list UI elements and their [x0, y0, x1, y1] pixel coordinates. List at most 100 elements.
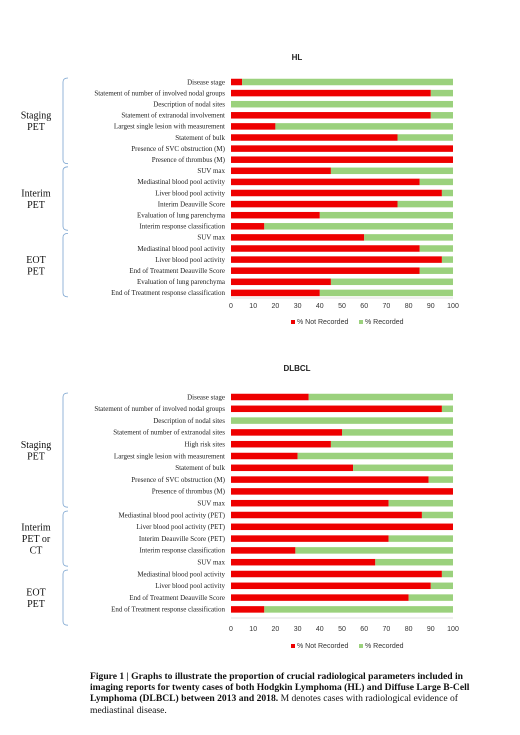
legend-label-recorded: % Recorded [365, 643, 404, 650]
category-label: Statement of extranodal involvement [121, 112, 225, 120]
bar-not-recorded [231, 123, 276, 130]
category-label: Presence of thrombus (M) [152, 488, 226, 496]
category-label: Presence of thrombus (M) [152, 156, 226, 164]
bar-not-recorded [231, 606, 265, 613]
x-tick-label: 40 [316, 303, 324, 310]
bar-not-recorded [231, 476, 429, 483]
group-label: CT [30, 546, 43, 557]
category-label: Statement of number of extranodal sites [113, 429, 225, 437]
group-label: PET [27, 200, 45, 211]
bar-recorded [242, 78, 453, 86]
x-tick-label: 90 [427, 303, 435, 310]
category-label: Mediastinal blood pool activity [137, 570, 225, 578]
bar-not-recorded [231, 189, 442, 197]
bar-recorded [319, 211, 453, 219]
bar-recorded [441, 256, 453, 263]
bar-recorded [419, 178, 453, 186]
bar-not-recorded [231, 156, 453, 163]
legend-swatch-recorded [359, 320, 363, 324]
bar-recorded [441, 189, 453, 197]
x-tick-label: 60 [360, 626, 368, 633]
category-label: Interim Deauville Score (PET) [139, 535, 226, 543]
category-label: Mediastinal blood pool activity [137, 178, 225, 186]
bar-not-recorded [231, 464, 354, 472]
bar-recorded [408, 594, 453, 601]
legend-label-not-recorded: % Not Recorded [297, 319, 348, 326]
category-label: Liver blood pool activity [155, 189, 225, 197]
bar-not-recorded [231, 289, 320, 297]
bar-not-recorded [231, 488, 453, 495]
bar-not-recorded [231, 582, 431, 590]
bar-recorded [421, 511, 453, 519]
group-label: Staging [21, 440, 52, 451]
bar-recorded [430, 582, 453, 590]
group-bracket [62, 233, 69, 298]
bar-not-recorded [231, 178, 420, 186]
x-tick-label: 40 [316, 626, 324, 633]
x-tick-label: 50 [338, 626, 346, 633]
category-label: SUV max [197, 500, 225, 508]
category-label: End of Treatment response classification [111, 289, 225, 297]
x-tick-label: 0 [229, 303, 233, 310]
category-label: High risk sites [185, 441, 226, 449]
bar-recorded [342, 429, 453, 436]
x-tick-label: 100 [447, 303, 459, 310]
category-label: Liver blood pool activity [155, 256, 225, 264]
bar-not-recorded [231, 78, 243, 86]
category-label: SUV max [197, 234, 225, 242]
x-tick-label: 70 [383, 626, 391, 633]
bar-recorded [231, 417, 453, 424]
bar-recorded [388, 499, 453, 507]
bar-not-recorded [231, 535, 389, 542]
bar-not-recorded [231, 223, 265, 230]
chart-dlbcl: DLBCL Disease stage Statement of number of… [21, 364, 459, 650]
x-tick-label: 0 [229, 626, 233, 633]
category-label: Interim Deauville Score [158, 200, 225, 208]
x-tick-label: 50 [338, 303, 346, 310]
group-label: PET [27, 599, 45, 610]
bar-recorded [264, 223, 453, 230]
legend-label-not-recorded: % Not Recorded [297, 643, 348, 650]
category-label: Interim response classification [139, 223, 225, 231]
bar-recorded [275, 123, 453, 130]
bar-recorded [441, 570, 453, 578]
bar-recorded [330, 440, 453, 448]
x-tick-label: 80 [405, 303, 413, 310]
x-tick-label: 30 [294, 303, 302, 310]
category-label: Liver blood pool activity (PET) [136, 523, 225, 531]
category-label: Mediastinal blood pool activity (PET) [118, 511, 225, 519]
x-tick-label: 80 [405, 626, 413, 633]
group-label: EOT [26, 255, 45, 266]
category-label: End of Treatment Deauville Score [129, 594, 225, 602]
legend-swatch-recorded [359, 644, 363, 648]
group-bracket [62, 166, 69, 231]
bar-recorded [297, 452, 453, 460]
bar-not-recorded [231, 452, 298, 460]
bar-recorded [441, 405, 453, 413]
x-tick-label: 70 [383, 303, 391, 310]
group-label: PET or [22, 534, 51, 545]
group-bracket [62, 569, 69, 626]
x-tick-label: 90 [427, 626, 435, 633]
category-label: SUV max [197, 559, 225, 567]
bar-not-recorded [231, 211, 320, 219]
x-tick-label: 30 [294, 626, 302, 633]
bar-recorded [330, 167, 453, 175]
bar-recorded [388, 535, 453, 542]
group-label: Staging [21, 111, 52, 122]
bar-not-recorded [231, 256, 442, 263]
legend-swatch-not-recorded [291, 320, 295, 324]
bar-not-recorded [231, 393, 309, 401]
bar-recorded [397, 134, 453, 141]
category-label: Largest single lesion with measurement [114, 452, 225, 460]
category-label: Statement of number of involved nodal gr… [94, 89, 225, 97]
category-label: Largest single lesion with measurement [114, 123, 225, 131]
bar-recorded [430, 112, 453, 119]
group-label: PET [27, 122, 45, 133]
bar-not-recorded [231, 200, 398, 208]
bar-not-recorded [231, 245, 420, 252]
bar-recorded [330, 278, 453, 286]
group-label: EOT [26, 587, 45, 598]
group-bracket [62, 77, 69, 165]
